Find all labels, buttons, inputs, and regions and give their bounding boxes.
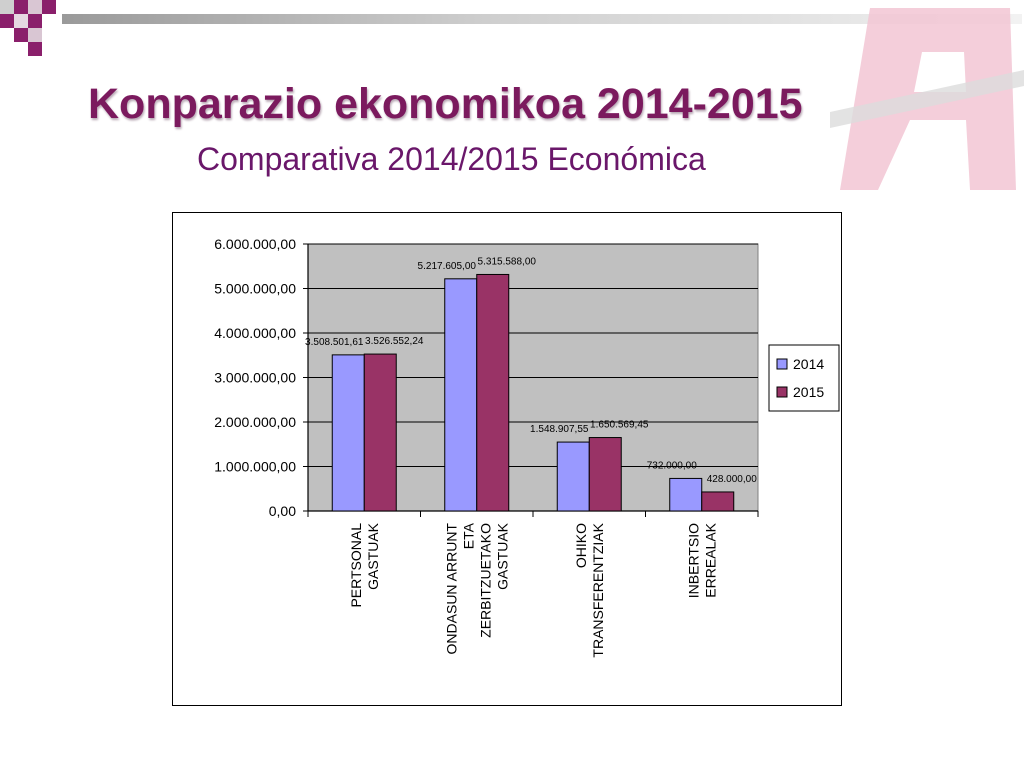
bar-2015 [363, 353, 397, 512]
x-tick-label: ERREALAK [702, 522, 718, 597]
x-tick-label: ONDASUN ARRUNT [443, 523, 459, 655]
x-tick-label: TRANSFERENTZIAK [590, 522, 606, 657]
data-label: 1.548.907,55 [530, 424, 589, 435]
y-tick-label: 3.000.000,00 [214, 370, 296, 386]
data-label: 5.315.588,00 [478, 256, 537, 267]
corner-squares-decoration [0, 0, 56, 56]
bar-2014 [444, 278, 478, 512]
x-tick-label: ZERBITZUETAKO [477, 523, 493, 638]
y-tick-label: 0,00 [269, 503, 296, 519]
legend-box [768, 344, 840, 412]
y-tick-label: 4.000.000,00 [214, 325, 296, 341]
bar-2015 [701, 491, 735, 512]
bar-2014 [669, 477, 703, 512]
bar-2014 [331, 354, 365, 512]
data-label: 428.000,00 [707, 474, 757, 485]
slide-title: Konparazio ekonomikoa 2014-2015 [88, 80, 803, 128]
data-label: 3.508.501,61 [305, 337, 364, 348]
y-tick-label: 6.000.000,00 [214, 236, 296, 252]
data-label: 5.217.605,00 [418, 261, 477, 272]
organization-logo-icon [830, 8, 1024, 190]
x-tick-label: INBERTSIO [685, 523, 701, 598]
bar-2014 [556, 441, 590, 512]
x-tick-label: GASTUAK [365, 522, 381, 590]
legend-swatch-2014 [776, 358, 788, 370]
y-tick-label: 5.000.000,00 [214, 281, 296, 297]
header-gradient-bar [62, 14, 1022, 24]
data-label: 1.650.569,45 [590, 420, 649, 431]
bar-chart: 0,00 1.000.000,00 2.000.000,00 3.000.000,00… [214, 236, 840, 658]
x-tick-label: GASTUAK [494, 522, 510, 590]
bar-2015 [476, 273, 510, 512]
y-tick-label: 1.000.000,00 [214, 459, 296, 475]
bar-2015 [588, 437, 622, 512]
y-tick-label: 2.000.000,00 [214, 414, 296, 430]
data-label: 732.000,00 [647, 460, 697, 471]
legend-swatch-2015 [776, 386, 788, 398]
legend-label-2014: 2014 [793, 356, 824, 372]
x-tick-label: PERTSONAL [348, 523, 364, 608]
legend-label-2015: 2015 [793, 384, 824, 400]
slide-subtitle: Comparativa 2014/2015 Económica [197, 141, 706, 177]
chart-frame: 0,00 1.000.000,00 2.000.000,00 3.000.000,00… [172, 212, 842, 706]
x-tick-label: ETA [460, 522, 476, 549]
x-tick-label: OHIKO [573, 523, 589, 568]
data-label: 3.526.552,24 [365, 336, 424, 347]
